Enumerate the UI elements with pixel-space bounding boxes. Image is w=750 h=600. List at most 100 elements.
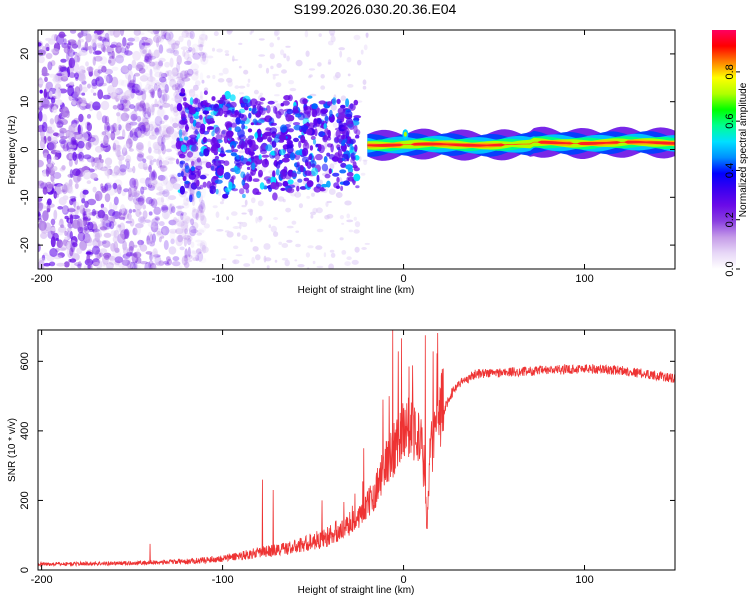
spectrogram-cell bbox=[171, 206, 176, 214]
spectrogram-cell bbox=[74, 262, 83, 267]
spectrogram-cell bbox=[213, 160, 222, 167]
spectrogram-cell bbox=[250, 30, 254, 34]
spectrogram-cell bbox=[317, 117, 322, 125]
spectrogram-cell bbox=[38, 48, 43, 57]
spectrogram-cell bbox=[184, 73, 193, 78]
spectrogram-cell bbox=[161, 130, 169, 135]
spectrogram-cell bbox=[82, 216, 89, 220]
spectrogram-cell bbox=[156, 37, 160, 48]
spectrogram-cell bbox=[50, 218, 56, 226]
spectrogram-cell bbox=[293, 137, 299, 143]
spectrogram-cell bbox=[160, 225, 170, 236]
spectrogram-cell bbox=[122, 264, 131, 269]
spectrogram-cell bbox=[158, 71, 163, 82]
spectrogram-cell bbox=[116, 42, 122, 48]
spectrogram-cell bbox=[186, 72, 190, 78]
spectrogram-band-layer bbox=[367, 139, 675, 149]
spectrogram-cell bbox=[255, 191, 262, 195]
spectrogram-cell bbox=[78, 38, 84, 43]
spectrogram-cell bbox=[160, 235, 165, 239]
spectrogram-cell bbox=[293, 124, 302, 131]
spectrogram-cell bbox=[133, 251, 142, 259]
spectrogram-cell bbox=[119, 164, 127, 173]
spectrogram-cell bbox=[192, 257, 199, 261]
spectrogram-cell bbox=[354, 246, 360, 253]
spectrogram-cell bbox=[78, 50, 88, 56]
spectrogram-cell bbox=[345, 98, 350, 107]
spectrogram-cell bbox=[298, 203, 303, 209]
spectrogram-cell bbox=[182, 215, 191, 224]
spectrogram-cell bbox=[251, 197, 256, 204]
spectrogram-cell bbox=[286, 140, 293, 145]
spectrogram-cell bbox=[86, 209, 91, 220]
spectrogram-cell bbox=[156, 64, 161, 71]
spectrogram-cell bbox=[133, 185, 138, 191]
spectrogram-cell bbox=[196, 186, 201, 190]
spectrogram-cell bbox=[206, 127, 211, 133]
spectrogram-cell bbox=[226, 30, 234, 33]
spectrogram-cell bbox=[181, 130, 188, 137]
spectrogram-cell bbox=[189, 226, 194, 234]
spectrogram-cell bbox=[92, 56, 97, 66]
spectrogram-cell bbox=[133, 133, 137, 139]
spectrogram-cell bbox=[258, 105, 264, 115]
spectrogram-cell bbox=[109, 55, 113, 59]
spectrogram-cell bbox=[172, 71, 176, 82]
spectrogram-cell bbox=[79, 204, 86, 215]
spectrogram-cell bbox=[158, 57, 166, 63]
spectrogram-cell bbox=[169, 173, 178, 179]
spectrogram-cell bbox=[236, 232, 241, 237]
spectrogram-cell bbox=[148, 158, 152, 168]
spectrogram-cell bbox=[165, 70, 170, 77]
snr-frame bbox=[37, 329, 676, 571]
spectrogram-cell bbox=[237, 144, 242, 149]
spectrogram-cell bbox=[81, 92, 86, 96]
spectrogram-ytick-label: 10 bbox=[19, 96, 31, 108]
spectrogram-cell bbox=[239, 222, 242, 230]
spectrogram-cell bbox=[354, 144, 358, 152]
spectrogram-cell bbox=[277, 36, 280, 41]
spectrogram-cell bbox=[289, 87, 297, 92]
spectrogram-cell bbox=[48, 38, 56, 45]
spectrogram-cell bbox=[100, 131, 106, 138]
spectrogram-cell bbox=[200, 210, 205, 214]
spectrogram-cell bbox=[307, 95, 313, 99]
spectrogram-cell bbox=[198, 203, 204, 212]
spectrogram-cell bbox=[167, 195, 177, 201]
spectrogram-cell bbox=[269, 53, 275, 60]
spectrogram-cell bbox=[83, 211, 87, 216]
spectrogram-cell bbox=[246, 83, 250, 88]
spectrogram-cell bbox=[159, 133, 167, 140]
spectrogram-cell bbox=[92, 245, 100, 255]
spectrogram-cell bbox=[148, 89, 153, 94]
spectrogram-cell bbox=[102, 94, 111, 100]
spectrogram-cell bbox=[127, 260, 132, 269]
spectrogram-cell bbox=[58, 31, 66, 39]
spectrogram-cell bbox=[318, 143, 322, 152]
spectrogram-cell bbox=[203, 223, 210, 229]
spectrogram-cell bbox=[352, 161, 357, 168]
spectrogram-cell bbox=[177, 172, 182, 177]
spectrogram-cell bbox=[41, 121, 48, 133]
spectrogram-cell bbox=[118, 232, 125, 241]
spectrogram-cell bbox=[148, 211, 153, 216]
spectrogram-cell bbox=[106, 125, 111, 132]
spectrogram-cell bbox=[167, 75, 173, 81]
spectrogram-cell bbox=[184, 165, 190, 174]
spectrogram-cell bbox=[199, 174, 207, 180]
spectrogram-cell bbox=[158, 155, 162, 162]
spectrogram-cell bbox=[111, 50, 115, 60]
spectrogram-cell bbox=[297, 264, 305, 268]
spectrogram-cell bbox=[114, 144, 122, 152]
spectrogram-cell bbox=[347, 176, 356, 182]
spectrogram-cell bbox=[84, 228, 90, 234]
spectrogram-cell bbox=[273, 31, 279, 37]
spectrogram-cell bbox=[214, 179, 223, 184]
spectrogram-cell bbox=[206, 75, 211, 79]
spectrogram-xtick-label: -200 bbox=[31, 273, 53, 285]
spectrogram-cell bbox=[181, 237, 186, 241]
spectrogram-cell bbox=[72, 168, 81, 176]
spectrogram-cell bbox=[57, 206, 63, 210]
spectrogram-cell bbox=[129, 196, 134, 203]
spectrogram-cell bbox=[181, 255, 188, 266]
